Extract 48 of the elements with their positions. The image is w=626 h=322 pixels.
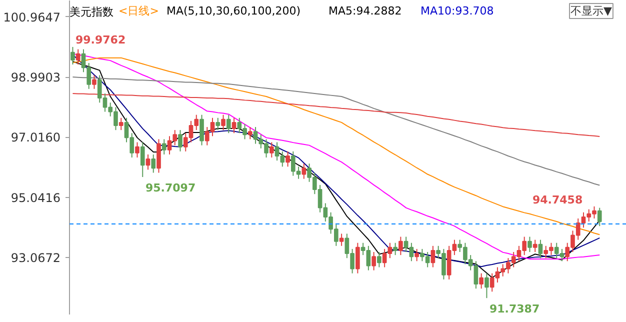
candlestick — [538, 239, 543, 259]
candlestick — [70, 46, 75, 66]
candlestick — [339, 233, 344, 246]
candlestick — [269, 142, 274, 158]
candlestick — [151, 154, 156, 174]
annotation: 91.7387 — [490, 302, 540, 316]
candlestick — [398, 236, 403, 256]
y-tick-label: 98.9903 — [10, 70, 60, 85]
y-tick-label: 97.0160 — [10, 130, 60, 145]
candlestick — [200, 114, 204, 146]
y-tick-label: 93.0672 — [10, 251, 60, 266]
annotation: 不显示▼ — [570, 4, 612, 18]
candlestick — [377, 252, 382, 268]
candlestick — [76, 48, 80, 66]
candlestick — [430, 245, 436, 268]
candlestick — [135, 142, 140, 158]
candlestick — [414, 248, 419, 262]
annotation: MA10:93.708 — [420, 4, 494, 18]
candlestick — [92, 74, 96, 90]
candlestick — [528, 236, 532, 253]
annotation: 94.7458 — [532, 194, 583, 206]
candlestick — [479, 272, 484, 290]
annotation: MA(5,10,30,60,100,200) — [166, 4, 301, 18]
y-tick-label: 100.9647 — [3, 10, 61, 24]
annotation: <日线> — [118, 4, 159, 18]
candlestick — [226, 114, 231, 134]
candlestick — [356, 242, 360, 274]
candlestick — [484, 272, 489, 299]
candlestick — [178, 130, 182, 152]
candlestick — [162, 138, 166, 155]
candlestick — [221, 114, 226, 131]
candlestick — [232, 117, 236, 134]
candlestick — [597, 207, 602, 227]
annotation: 95.7097 — [146, 182, 196, 194]
candlestick — [532, 239, 538, 253]
candlestick — [118, 117, 124, 131]
candlestick — [393, 242, 398, 256]
candlestick — [372, 252, 376, 271]
candlestick — [146, 154, 150, 170]
annotation: MA5:94.2882 — [328, 4, 402, 18]
candlestick — [140, 142, 145, 178]
y-tick-label: 95.0416 — [10, 190, 60, 205]
candlestick — [286, 150, 290, 168]
text: 美元指数 — [70, 6, 114, 18]
candlestick — [302, 163, 306, 180]
candlestick — [216, 117, 220, 131]
candlestick — [248, 126, 252, 140]
annotation: 99.9762 — [76, 34, 126, 46]
